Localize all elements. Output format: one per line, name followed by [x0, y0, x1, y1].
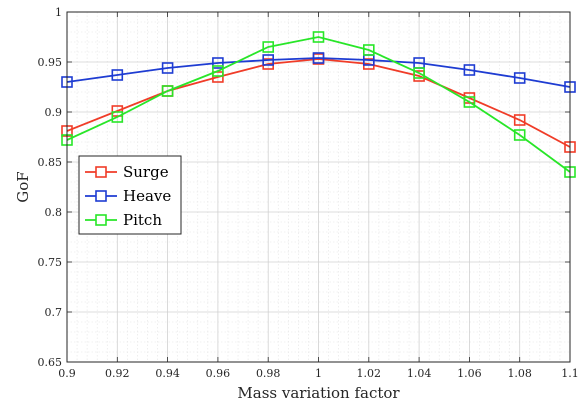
series-layer: [61, 31, 576, 178]
x-tick-label: 1: [315, 367, 322, 380]
y-axis-label: GoF: [14, 171, 32, 202]
x-tick-label: 0.96: [206, 367, 231, 380]
x-tick-labels: 0.9 0.92 0.94 0.96 0.98 1 1.02 1.04 1.06 1.08 1.1: [58, 367, 579, 380]
axis-ticks: [66, 11, 571, 363]
x-tick-label: 1.08: [507, 367, 532, 380]
heave-marker: [212, 57, 224, 69]
legend-pitch-marker: [95, 214, 107, 226]
pitch-line: [66, 36, 571, 173]
pitch-series: [61, 31, 576, 178]
x-tick-label: 1.02: [357, 367, 382, 380]
y-tick-label: 0.65: [38, 356, 63, 369]
heave-marker: [111, 69, 124, 81]
heave-series: [61, 52, 576, 93]
pitch-marker: [161, 85, 174, 97]
x-tick-label: 1.06: [457, 367, 482, 380]
pitch-marker: [413, 67, 425, 79]
legend-heave-marker: [95, 190, 107, 202]
x-tick-label: 0.9: [58, 367, 76, 380]
heave-marker: [262, 54, 275, 66]
y-tick-label: 0.9: [45, 106, 63, 119]
heave-marker: [312, 52, 325, 64]
legend-heave-label: Heave: [123, 187, 171, 205]
heave-marker: [161, 62, 174, 74]
surge-marker: [513, 114, 526, 126]
x-axis-label: Mass variation factor: [237, 384, 400, 402]
pitch-marker: [262, 41, 275, 53]
legend: Surge Heave Pitch: [78, 155, 182, 235]
y-tick-label: 0.85: [38, 156, 63, 169]
pitch-marker: [111, 111, 124, 123]
y-tick-label: 0.95: [38, 56, 63, 69]
x-tick-label: 0.92: [105, 367, 130, 380]
y-tick-label: 0.7: [45, 306, 63, 319]
surge-line: [66, 58, 571, 148]
pitch-marker: [513, 129, 526, 141]
surge-marker: [212, 71, 224, 83]
y-tick-labels: 0.65 0.7 0.75 0.8 0.85 0.9 0.95 1: [38, 6, 63, 369]
pitch-marker: [312, 31, 325, 43]
heave-marker: [463, 64, 476, 76]
pitch-marker: [463, 96, 476, 108]
x-tick-label: 1.04: [407, 367, 432, 380]
pitch-marker: [212, 65, 224, 77]
x-tick-label: 0.94: [155, 367, 180, 380]
x-tick-label: 0.98: [256, 367, 281, 380]
y-tick-label: 1: [55, 6, 62, 19]
y-tick-label: 0.8: [45, 206, 63, 219]
pitch-marker: [362, 44, 375, 56]
y-tick-label: 0.75: [38, 256, 63, 269]
x-tick-label: 1.1: [561, 367, 579, 380]
legend-surge-marker: [95, 166, 107, 178]
heave-line: [66, 57, 571, 88]
legend-pitch-label: Pitch: [123, 211, 162, 229]
heave-marker: [513, 72, 526, 84]
legend-surge-label: Surge: [123, 163, 169, 181]
